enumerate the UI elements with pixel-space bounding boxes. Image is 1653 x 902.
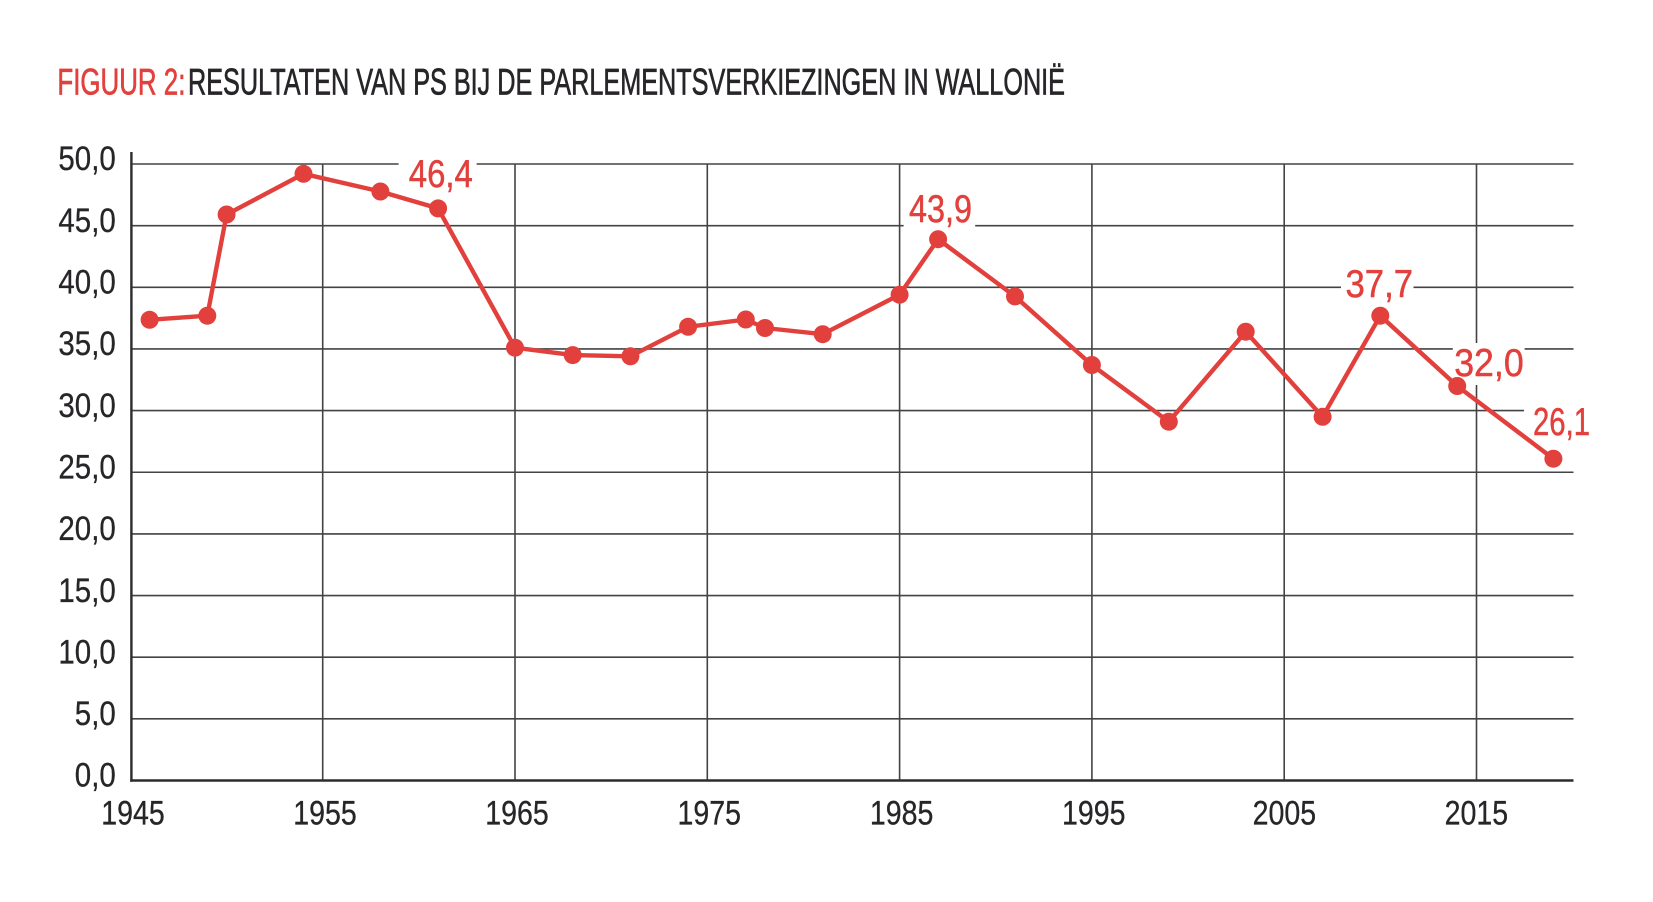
svg-text:50,0: 50,0: [58, 140, 115, 178]
svg-text:2015: 2015: [1445, 795, 1509, 833]
svg-text:30,0: 30,0: [58, 387, 115, 425]
svg-text:1975: 1975: [678, 795, 742, 833]
svg-text:1955: 1955: [293, 795, 357, 833]
svg-text:46,4: 46,4: [409, 153, 473, 196]
svg-text:35,0: 35,0: [58, 325, 115, 363]
svg-text:0,0: 0,0: [75, 757, 116, 795]
svg-text:1945: 1945: [101, 795, 165, 833]
svg-text:5,0: 5,0: [75, 695, 116, 733]
svg-text:26,1: 26,1: [1533, 401, 1590, 444]
svg-text:FIGUUR 2:: FIGUUR 2:: [57, 62, 185, 103]
svg-text:37,7: 37,7: [1346, 263, 1414, 306]
svg-text:1985: 1985: [870, 795, 934, 833]
svg-text:25,0: 25,0: [58, 448, 115, 486]
svg-text:32,0: 32,0: [1454, 342, 1524, 385]
svg-text:15,0: 15,0: [58, 572, 115, 610]
svg-text:10,0: 10,0: [58, 633, 115, 671]
svg-text:20,0: 20,0: [58, 510, 115, 548]
svg-text:1965: 1965: [485, 795, 549, 833]
svg-text:45,0: 45,0: [58, 202, 115, 240]
svg-text:2005: 2005: [1253, 795, 1317, 833]
svg-text:RESULTATEN VAN PS BIJ DE PARLE: RESULTATEN VAN PS BIJ DE PARLEMENTSVERKI…: [188, 62, 1065, 103]
svg-text:43,9: 43,9: [909, 188, 972, 231]
svg-text:40,0: 40,0: [58, 264, 115, 302]
svg-text:1995: 1995: [1062, 795, 1126, 833]
